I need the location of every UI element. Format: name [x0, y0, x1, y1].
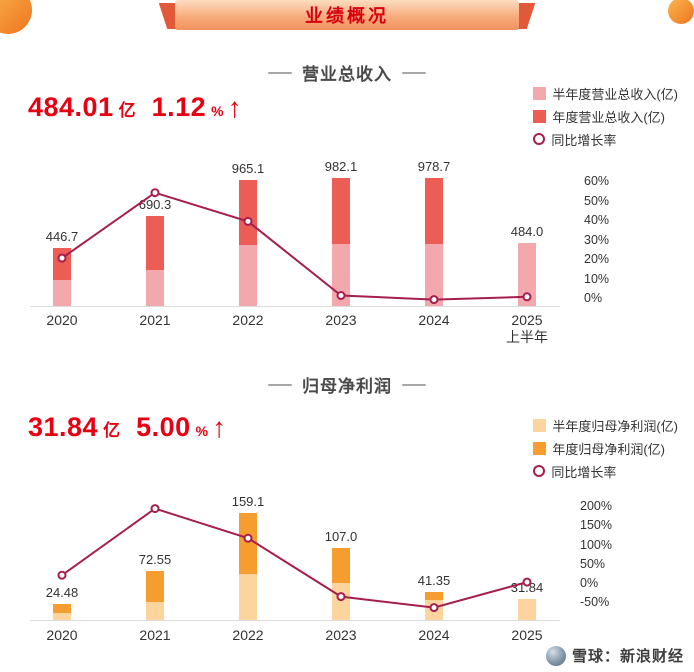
bar-annual-segment [146, 571, 164, 602]
bar-value-label: 965.1 [231, 161, 265, 177]
legend-item-growth-rate[interactable]: 同比增长率 [533, 464, 678, 480]
legend-label: 年度营业总收入(亿) [552, 109, 665, 125]
bar-value-label: 690.3 [138, 197, 172, 213]
legend-label: 同比增长率 [551, 464, 617, 480]
legend-item-half-year-revenue[interactable]: 半年度营业总收入(亿) [533, 86, 678, 102]
x-axis-label: 2023 [325, 312, 357, 328]
bar-half-segment [425, 244, 443, 306]
bar-value-label: 978.7 [417, 159, 451, 175]
bar-half-segment [146, 601, 164, 620]
x-axis-line [30, 620, 560, 621]
bar-annual-segment [425, 592, 443, 600]
y2-tick-label: 50% [584, 193, 610, 208]
legend-marker-ring-icon [533, 133, 546, 145]
legend-label: 同比增长率 [551, 132, 617, 148]
page-title-banner: 业绩概况 [158, 0, 536, 30]
legend-marker-ring-icon [533, 465, 546, 477]
y2-tick-label: 10% [584, 271, 610, 286]
x-axis-label: 2023 [325, 627, 357, 643]
bar-half-segment [239, 244, 257, 306]
legend-item-annual-profit[interactable]: 年度归母净利润(亿) [533, 441, 678, 457]
watermark: 雪球：新浪财经 [545, 645, 684, 666]
legend-marker-square-icon [533, 109, 547, 123]
bar-annual-segment [332, 548, 350, 584]
x-axis-label: 2021 [139, 312, 171, 328]
y2-tick-label: 0% [580, 576, 599, 590]
y2-tick-label: 60% [584, 174, 610, 188]
x-axis-label: 2024 [418, 627, 450, 643]
bar-annual-segment [239, 180, 257, 245]
legend-item-half-year-profit[interactable]: 半年度归母净利润(亿) [533, 418, 678, 434]
x-axis-label: 2021 [139, 627, 171, 643]
y2-tick-label: 150% [580, 518, 612, 533]
page-title: 业绩概况 [305, 6, 389, 26]
x-axis-label: 2024 [418, 312, 450, 328]
y2-tick-label: -50% [580, 595, 610, 610]
watermark-text: 雪球：新浪财经 [571, 648, 684, 665]
bar-half-segment [518, 598, 536, 620]
bar-value-label: 484.0 [510, 223, 544, 239]
bar-half-segment [518, 242, 536, 306]
legend-marker-square-icon [533, 441, 547, 455]
y2-tick-label: 20% [584, 252, 610, 266]
bar-value-label: 982.1 [324, 159, 358, 175]
legend-item-growth-rate[interactable]: 同比增长率 [533, 132, 678, 148]
bar-half-segment [146, 269, 164, 306]
legend-profit: 半年度归母净利润(亿) 年度归母净利润(亿) 同比增长率 [533, 418, 678, 480]
bar-half-segment [53, 279, 71, 306]
bar-annual-segment [425, 178, 443, 245]
x-axis-label: 2025 上半年 [506, 312, 548, 345]
legend-label: 年度归母净利润(亿) [552, 441, 665, 457]
y2-tick-label: 100% [580, 537, 612, 552]
x-axis-label: 2022 [232, 312, 264, 328]
bar-value-label: 159.1 [231, 494, 265, 510]
y2-tick-label: 40% [584, 213, 610, 227]
y2-tick-label: 50% [580, 556, 606, 571]
legend-marker-square-icon [533, 86, 547, 100]
x-axis-label: 2025 [511, 627, 543, 643]
x-axis-line [30, 306, 560, 307]
decor-circle-topright-icon [668, 0, 694, 24]
bar-half-segment [239, 574, 257, 620]
legend-label: 半年度归母净利润(亿) [552, 418, 678, 434]
bar-value-label: 31.84 [510, 579, 544, 595]
legend-item-annual-revenue[interactable]: 年度营业总收入(亿) [533, 109, 678, 125]
bar-half-segment [332, 244, 350, 306]
bar-annual-segment [53, 247, 71, 280]
bar-value-label: 107.0 [324, 529, 358, 545]
legend-revenue: 半年度营业总收入(亿) 年度营业总收入(亿) 同比增长率 [533, 86, 678, 148]
bar-half-segment [53, 612, 71, 620]
x-axis-label: 2022 [232, 627, 264, 643]
bar-half-segment [332, 583, 350, 620]
xueqiu-logo-icon [545, 645, 566, 666]
y2-tick-label: 200% [580, 499, 612, 514]
legend-marker-square-icon [533, 418, 547, 432]
bar-annual-segment [53, 603, 71, 613]
bar-half-segment [425, 599, 443, 620]
bar-value-label: 446.7 [45, 228, 79, 244]
legend-label: 半年度营业总收入(亿) [552, 86, 678, 102]
bar-value-label: 24.48 [45, 584, 79, 600]
x-axis-label: 2020 [46, 312, 78, 328]
bar-annual-segment [332, 178, 350, 245]
y2-tick-label: 0% [584, 291, 603, 305]
banner-body: 业绩概况 [175, 0, 519, 30]
bar-value-label: 72.55 [138, 552, 172, 568]
bar-annual-segment [239, 513, 257, 575]
bar-value-label: 41.35 [417, 573, 451, 589]
bar-annual-segment [146, 216, 164, 270]
y2-tick-label: 30% [584, 232, 610, 247]
x-axis-label: 2020 [46, 627, 78, 643]
